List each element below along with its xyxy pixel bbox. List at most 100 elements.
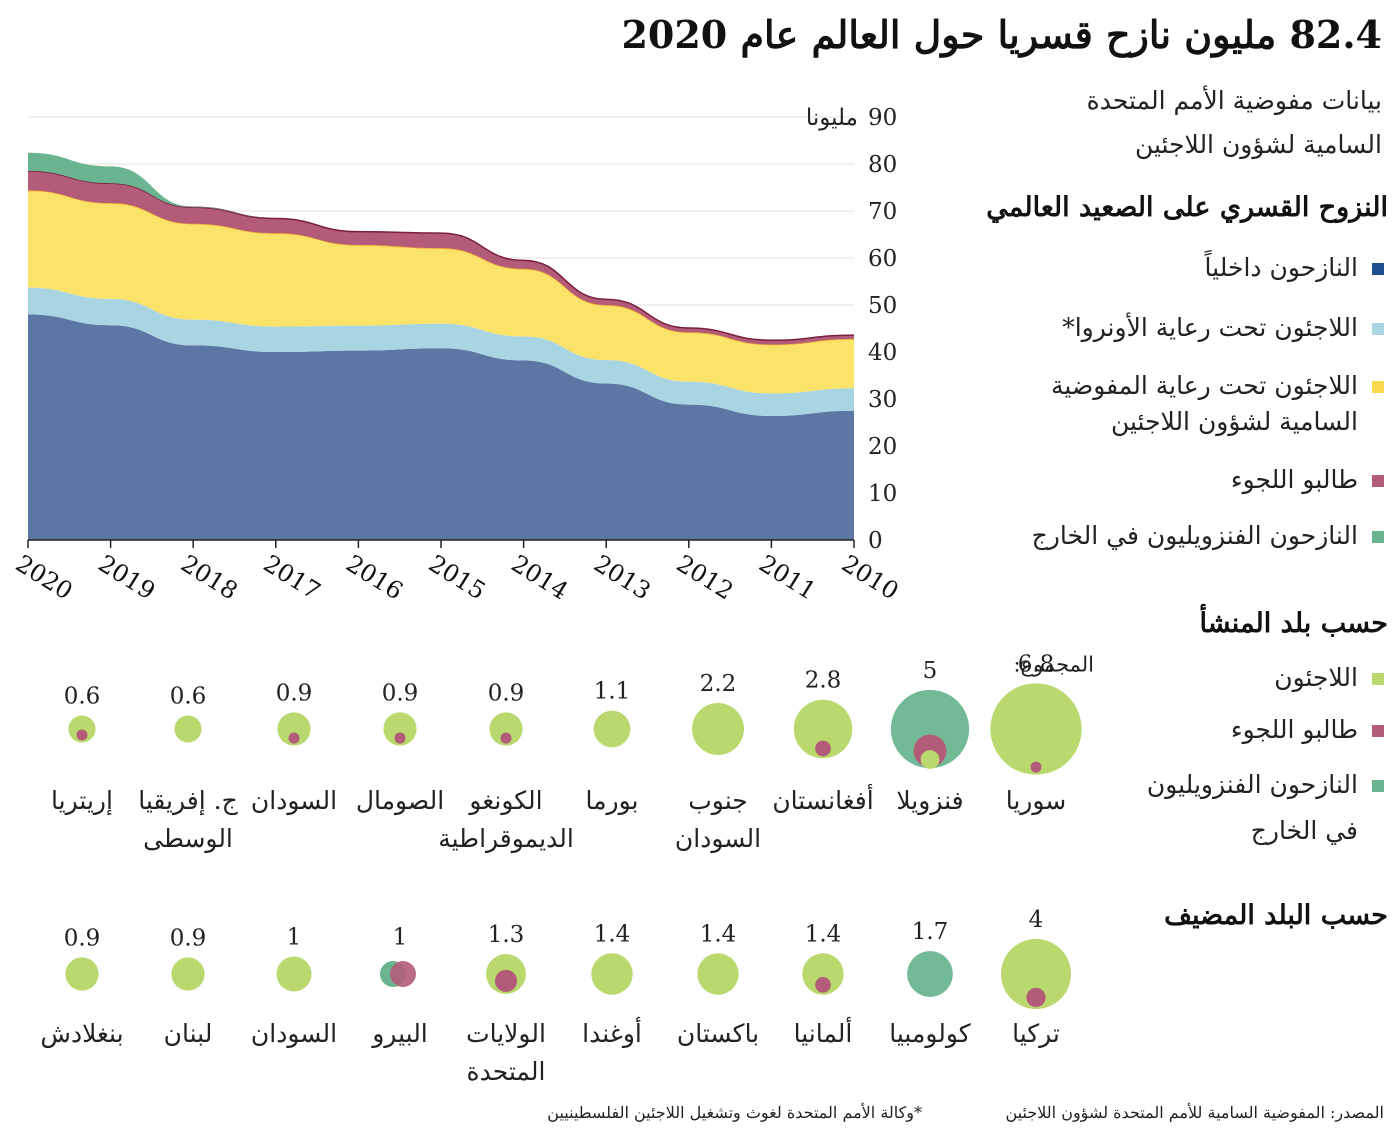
legend-item-idps: النازحون داخلياً: [964, 250, 1384, 286]
bubble-total-value: 4: [1029, 907, 1044, 933]
x-tick-label: 2012: [672, 549, 739, 605]
bubble-refugees: [697, 953, 739, 995]
legend-label: النازحون الفنزويليون في الخارج: [1031, 521, 1358, 550]
host-bubble-chart: 4 تركيا 1.7 كولومبيا 1.4 ألمانيا 1.4 باكستان 1.4…: [40, 907, 1071, 1085]
origin-legend-asylum: طالبو اللجوء: [1124, 712, 1384, 748]
y-tick-label: 50: [868, 293, 897, 319]
legend-swatch: [1372, 475, 1384, 487]
bubble-refugees: [593, 710, 631, 748]
country-label: بورما: [586, 786, 639, 816]
legend-item-unhcr: اللاجئون تحت رعاية المفوضية السامية لشؤو…: [964, 368, 1384, 440]
bubble-total-value: 6.8: [1018, 651, 1055, 677]
x-tick-label: 2015: [424, 549, 491, 605]
bubble-asylum: [1026, 987, 1046, 1007]
bubble-asylum: [1030, 761, 1042, 773]
page-title: 82.4 مليون نازح قسريا حول العالم عام 202…: [621, 12, 1382, 57]
bubble-asylum: [288, 732, 300, 744]
bubble-total-value: 0.9: [382, 680, 419, 706]
bubble-venezuelans: [907, 951, 953, 997]
bubble-refugees: [277, 712, 311, 746]
area-series-1: [28, 287, 854, 416]
x-tick-label: 2010: [837, 549, 904, 605]
bubble-venezuelans: [890, 689, 970, 769]
subtitle-line-1: بيانات مفوضية الأمم المتحدة: [1086, 86, 1382, 115]
bubble-total-value: 1.7: [912, 919, 949, 945]
origin-legend-refugees: اللاجئون: [1124, 660, 1384, 696]
legend-item-asylum: طالبو اللجوء: [964, 462, 1384, 498]
bubble-refugees: [65, 957, 99, 991]
bubble-total-value: 0.9: [276, 680, 313, 706]
area-series-0: [28, 314, 854, 540]
y-tick-label: 70: [868, 199, 897, 225]
country-label-line2: المتحدة: [467, 1057, 546, 1085]
x-tick-label: 2013: [589, 549, 656, 605]
country-label: ألمانيا: [794, 1016, 853, 1048]
legend-label: في الخارج: [1250, 816, 1358, 845]
y-tick-label: 0: [868, 528, 883, 554]
bubble-total-value: 1.4: [805, 921, 842, 947]
area-series-4: [28, 152, 854, 341]
y-unit-label: مليونا: [806, 105, 858, 131]
bubble-total-value: 1: [287, 925, 302, 951]
bubble-total-value: 0.6: [64, 683, 101, 709]
bubble-refugees: [793, 699, 853, 759]
bubble-refugees: [383, 712, 417, 746]
legend-label: اللاجئون تحت رعاية الأونروا*: [1062, 313, 1358, 342]
bubble-refugees: [276, 956, 312, 992]
y-tick-label: 80: [868, 152, 897, 178]
global-section-heading: النزوح القسري على الصعيد العالمي: [986, 192, 1388, 223]
legend-swatch: [1372, 323, 1384, 335]
bubble-total-value: 5: [923, 658, 938, 684]
x-tick-label: 2019: [93, 549, 160, 605]
legend-swatch: [1372, 725, 1384, 737]
country-label-line2: السودان: [675, 824, 761, 854]
legend-label: طالبو اللجوء: [1230, 715, 1358, 744]
subtitle-line-2: السامية لشؤون اللاجئين: [1134, 130, 1382, 159]
x-tick-label: 2014: [506, 549, 573, 605]
country-label: إريتريا: [51, 786, 113, 816]
area-series-3: [28, 171, 854, 345]
bubble-asylum: [494, 969, 518, 992]
y-tick-number: 90: [868, 105, 897, 131]
legend-swatch: [1372, 673, 1384, 685]
bubble-refugees: [802, 953, 844, 995]
area-chart: 0 10 20 30 40 50 60 70 80 90 مليونا 2020 2019 2018 201…: [11, 105, 904, 605]
bubble-refugees: [1001, 939, 1071, 1009]
legend-label: النازحون داخلياً: [1204, 253, 1358, 282]
country-label: أفغانستان: [772, 783, 873, 815]
bubble-refugees: [692, 703, 744, 755]
bubble-refugees: [171, 957, 205, 991]
bubble-asylum: [76, 729, 88, 741]
country-label: الصومال: [356, 786, 444, 816]
bubble-total-value: 0.9: [488, 680, 525, 706]
y-tick-label: 10: [868, 481, 897, 507]
country-label: الولايات: [466, 1019, 546, 1049]
legend-swatch: [1372, 780, 1384, 792]
y-tick-label: 40: [868, 340, 897, 366]
country-label: سوريا: [1006, 786, 1067, 816]
legend-swatch: [1372, 263, 1384, 275]
source-note: المصدر: المفوضية السامية للأمم المتحدة ل…: [1005, 1103, 1384, 1122]
x-tick-label: 2011: [754, 549, 821, 605]
bubble-total-value: 1: [393, 925, 408, 951]
legend-label: النازحون الفنزويليون: [1146, 770, 1358, 799]
country-label: فنزويلا: [896, 786, 963, 816]
x-tick-label: 2017: [259, 549, 326, 605]
country-label: أوغندا: [582, 1016, 642, 1049]
bubble-total-value: 2.2: [700, 671, 737, 697]
country-label: لبنان: [164, 1019, 213, 1048]
legend-label: اللاجئون تحت رعاية المفوضية: [1051, 371, 1358, 400]
bubble-refugees: [920, 750, 940, 769]
y-tick-label: 90: [868, 105, 897, 131]
bubble-total-value: 1.4: [700, 921, 737, 947]
bubble-asylum: [815, 740, 831, 757]
legend-label: السامية لشؤون اللاجئين: [1110, 407, 1358, 436]
bubble-asylum: [390, 961, 416, 987]
origin-section-heading: حسب بلد المنشأ: [1199, 608, 1388, 639]
bubble-refugees: [489, 712, 523, 746]
country-label: ج. إفريقيا: [138, 786, 238, 816]
legend-swatch: [1372, 531, 1384, 543]
country-label: كولومبيا: [889, 1019, 971, 1049]
x-tick-label: 2016: [341, 549, 408, 605]
